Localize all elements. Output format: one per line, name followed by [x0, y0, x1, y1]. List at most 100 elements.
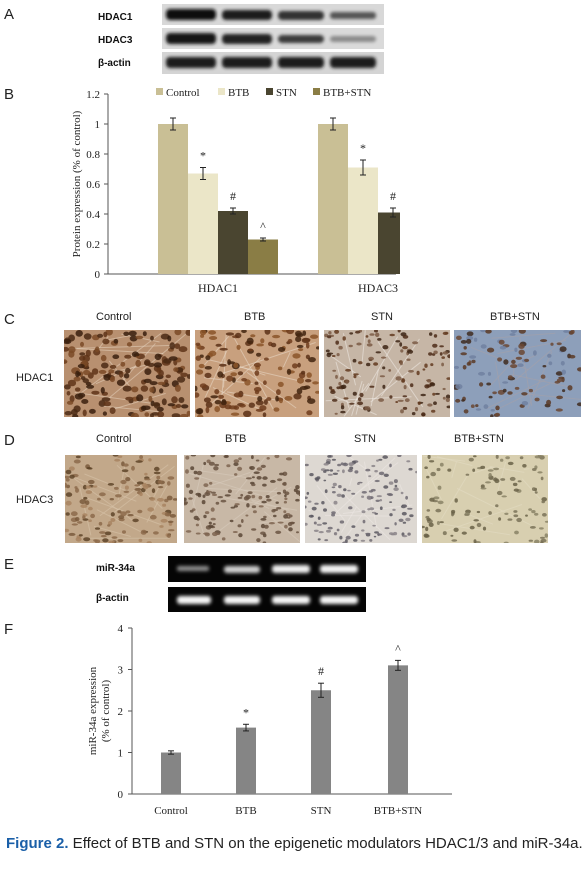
cell-nucleus: [210, 517, 216, 521]
cell-nucleus: [446, 405, 450, 409]
cell-nucleus: [142, 405, 151, 411]
cell-nucleus: [73, 459, 81, 464]
cell-nucleus: [278, 347, 286, 352]
cell-nucleus: [195, 408, 203, 415]
cell-nucleus: [522, 464, 527, 468]
cell-nucleus: [65, 500, 72, 506]
cell-nucleus: [517, 363, 524, 367]
panel-label-f: F: [4, 621, 14, 638]
cell-nucleus: [301, 337, 311, 344]
cell-nucleus: [408, 369, 414, 373]
cell-nucleus: [263, 357, 269, 361]
bar: [236, 727, 256, 794]
cell-nucleus: [157, 381, 166, 386]
cell-nucleus: [188, 497, 193, 500]
cell-nucleus: [168, 356, 178, 361]
cell-nucleus: [509, 476, 516, 481]
ihc-d-label-stn: STN: [354, 433, 376, 445]
cell-nucleus: [330, 390, 336, 394]
cell-nucleus: [402, 521, 407, 524]
cell-nucleus: [548, 361, 553, 366]
cell-nucleus: [327, 455, 332, 458]
cell-nucleus: [181, 404, 189, 409]
cell-nucleus: [260, 464, 266, 468]
cell-nucleus: [336, 353, 340, 357]
y-axis-label: Protein expression (% of control): [71, 110, 83, 257]
cell-nucleus: [345, 368, 352, 372]
cell-nucleus: [88, 519, 92, 522]
cell-nucleus: [331, 398, 338, 402]
cell-nucleus: [253, 362, 261, 368]
cell-nucleus: [376, 495, 382, 498]
cell-nucleus: [112, 354, 120, 359]
cell-nucleus: [493, 467, 500, 471]
cell-nucleus: [276, 507, 282, 510]
cell-nucleus: [129, 335, 138, 342]
cell-nucleus: [286, 330, 295, 335]
tissue-fiber: [251, 500, 270, 510]
cell-nucleus: [98, 521, 103, 526]
ihc-c-label-btb: BTB: [244, 311, 266, 323]
cell-nucleus: [98, 400, 106, 407]
cell-nucleus: [255, 400, 264, 406]
cell-nucleus: [210, 507, 215, 512]
tissue-fiber: [365, 336, 399, 392]
cell-nucleus: [144, 412, 150, 417]
cell-nucleus: [149, 381, 158, 386]
cell-nucleus: [167, 520, 174, 523]
cell-nucleus: [463, 409, 469, 414]
cell-nucleus: [357, 482, 360, 485]
cell-nucleus: [78, 534, 83, 537]
cell-nucleus: [238, 457, 242, 460]
cell-nucleus: [351, 492, 356, 495]
cell-nucleus: [490, 414, 494, 417]
cell-nucleus: [75, 455, 81, 459]
cell-nucleus: [214, 406, 220, 413]
figure-caption: Figure 2. Effect of BTB and STN on the e…: [6, 835, 584, 852]
cell-nucleus: [226, 464, 231, 468]
cell-nucleus: [377, 533, 383, 536]
cell-nucleus: [214, 463, 220, 467]
cell-nucleus: [463, 346, 467, 350]
cell-nucleus: [353, 373, 359, 376]
cell-nucleus: [426, 509, 431, 512]
cell-nucleus: [537, 471, 543, 474]
cell-nucleus: [65, 482, 68, 488]
cell-nucleus: [441, 362, 444, 367]
cell-nucleus: [550, 342, 554, 346]
cell-nucleus: [250, 481, 255, 485]
cell-nucleus: [164, 498, 169, 503]
cell-nucleus: [352, 358, 357, 363]
cell-nucleus: [428, 352, 433, 356]
cell-nucleus: [166, 495, 173, 501]
cell-nucleus: [94, 346, 100, 353]
cell-nucleus: [393, 479, 398, 484]
tissue-fiber: [84, 473, 126, 492]
cell-nucleus: [302, 330, 307, 336]
cell-nucleus: [394, 484, 398, 488]
cell-nucleus: [313, 521, 317, 525]
significance-mark: *: [200, 149, 206, 163]
cell-nucleus: [282, 471, 288, 476]
cell-nucleus: [402, 535, 408, 538]
cell-nucleus: [86, 384, 95, 389]
ihc-d-label-btb: BTB: [225, 433, 247, 445]
cell-nucleus: [514, 386, 520, 390]
cell-nucleus: [426, 475, 430, 479]
cell-nucleus: [427, 403, 433, 407]
cell-nucleus: [227, 361, 236, 365]
cell-nucleus: [277, 521, 284, 524]
cell-nucleus: [164, 512, 171, 516]
legend-swatch: [266, 88, 273, 95]
tissue-fiber: [79, 487, 92, 536]
cell-nucleus: [209, 481, 213, 485]
y-tick-label: 0.2: [86, 239, 100, 251]
cell-nucleus: [102, 411, 107, 416]
cell-nucleus: [389, 463, 392, 468]
cell-nucleus: [534, 491, 538, 494]
cell-nucleus: [157, 497, 164, 502]
cell-nucleus: [324, 489, 328, 494]
caption-label: Figure 2.: [6, 835, 69, 852]
cell-nucleus: [92, 485, 98, 488]
cell-nucleus: [556, 395, 563, 400]
